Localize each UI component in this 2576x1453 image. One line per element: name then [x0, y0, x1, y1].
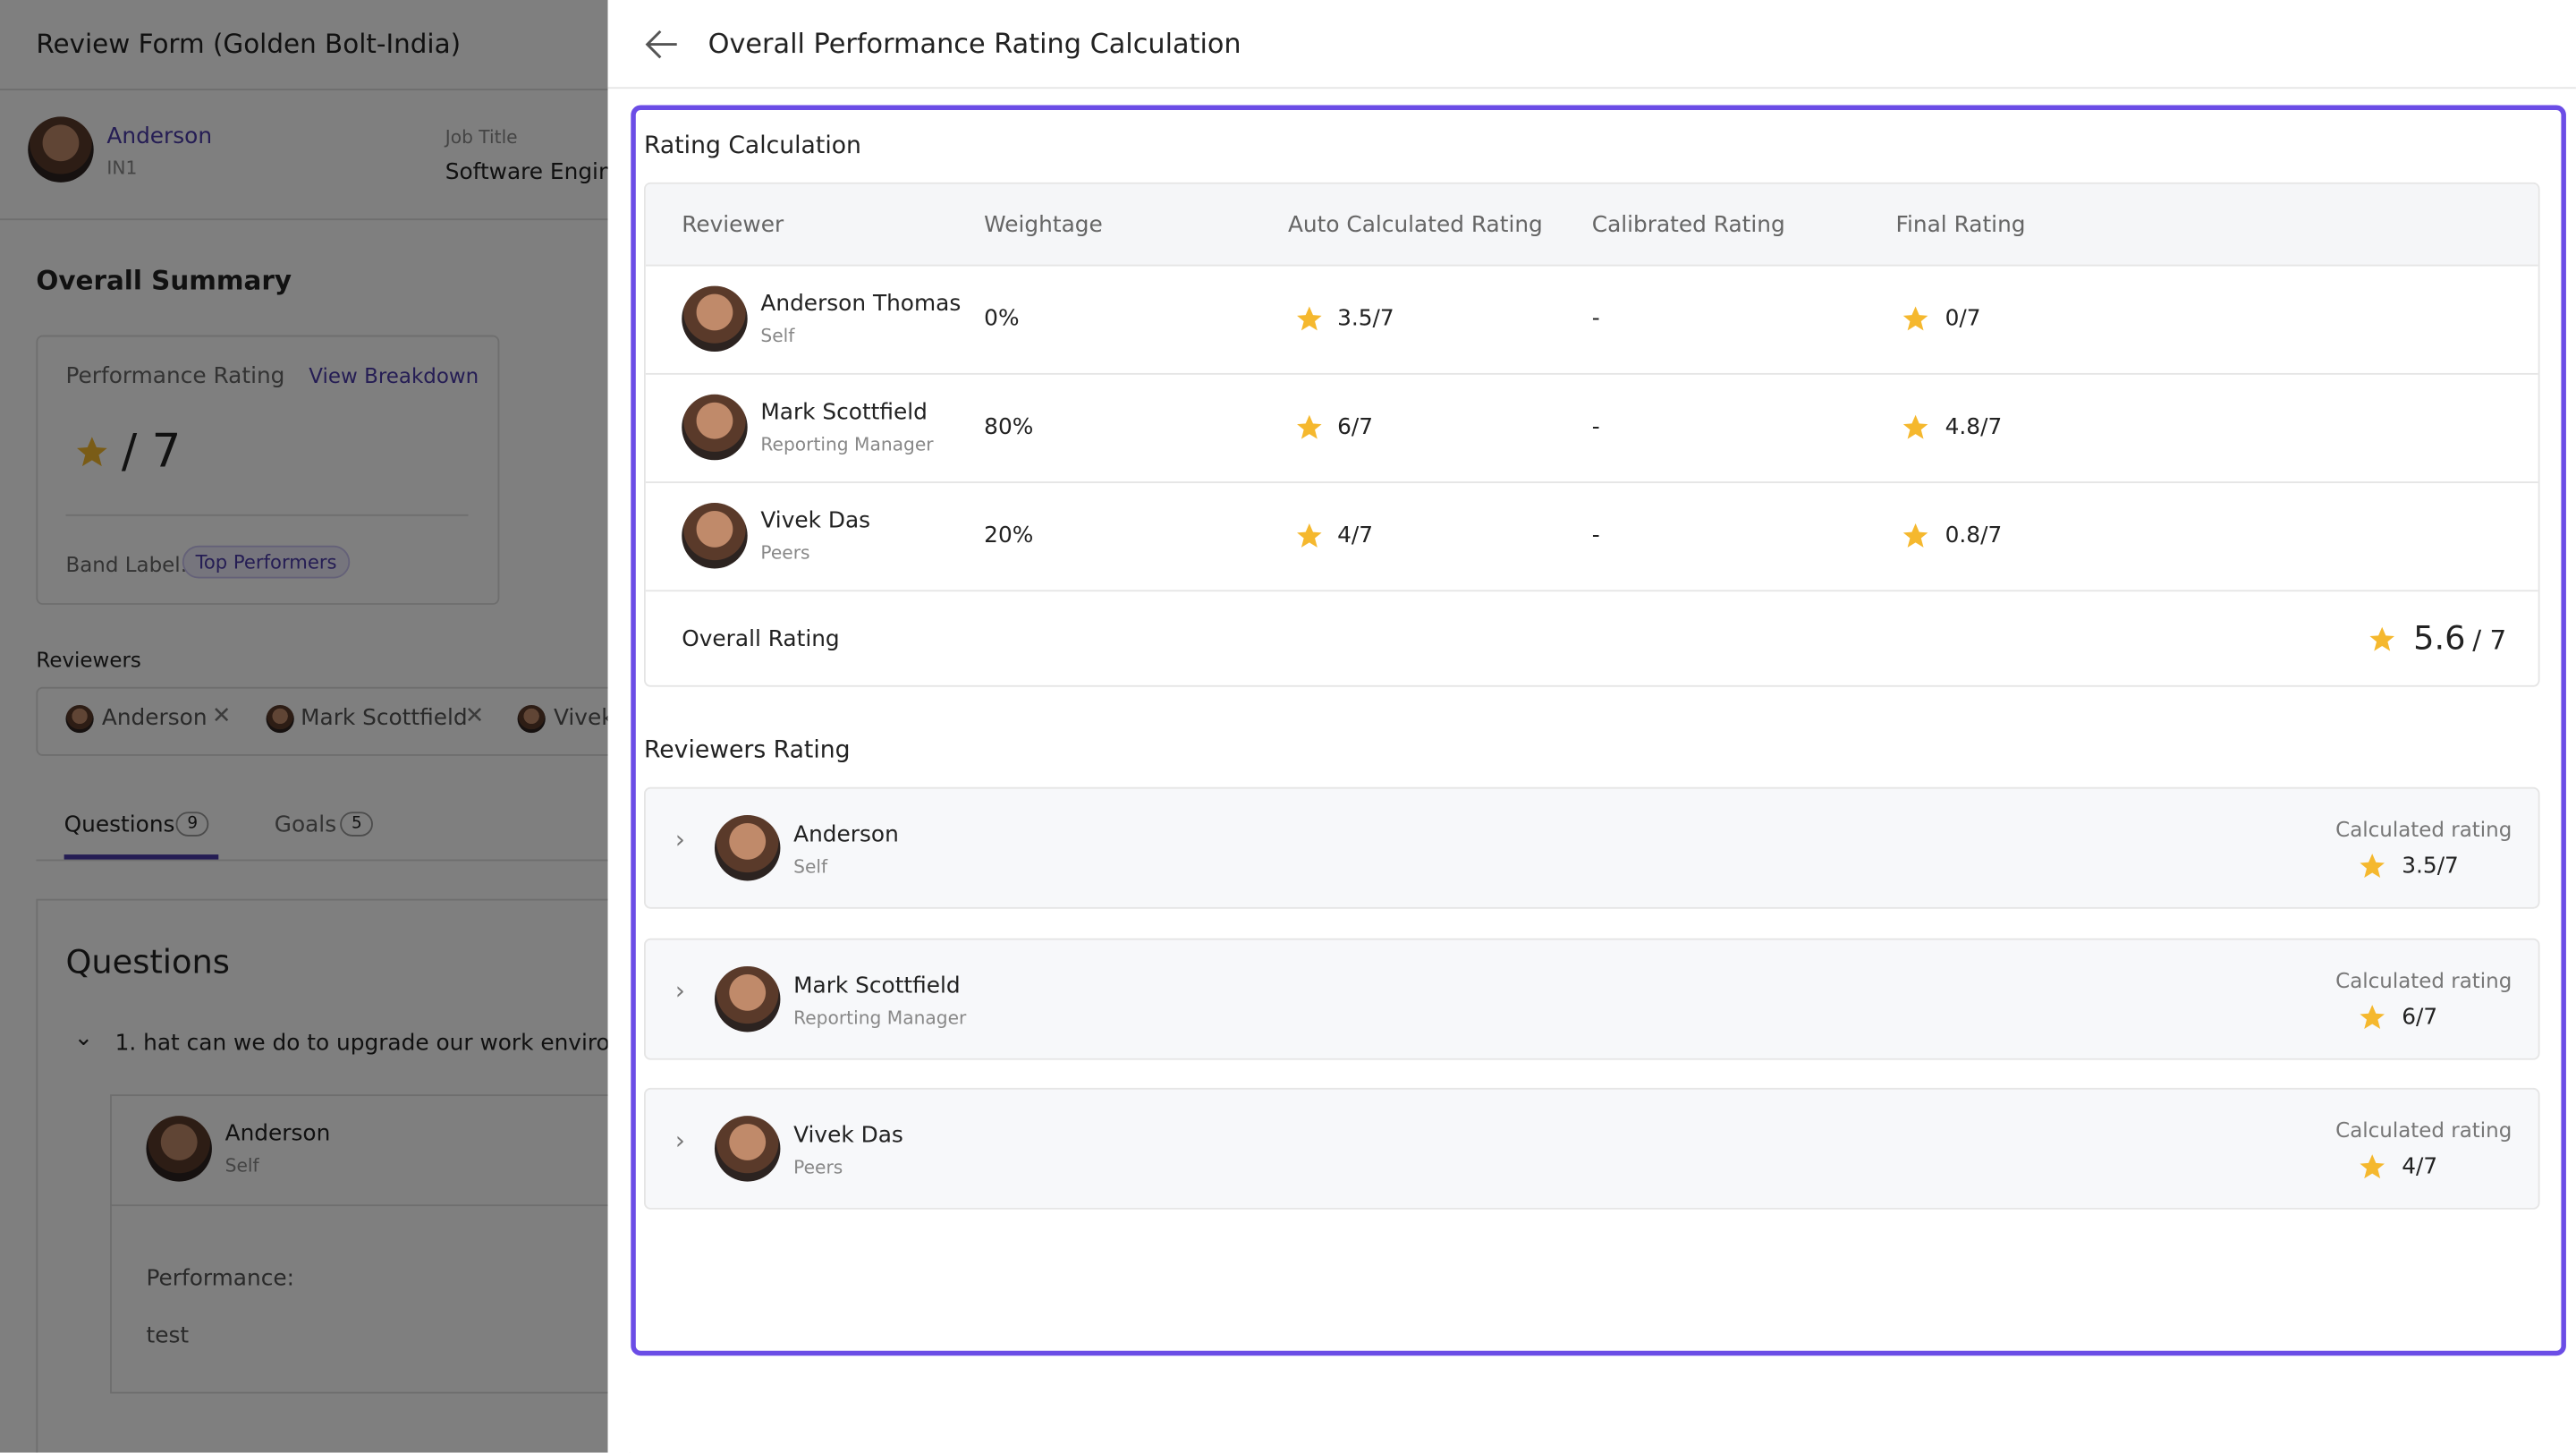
- weightage: 20%: [984, 523, 1034, 549]
- final-rating: 4.8/7: [1945, 413, 2003, 441]
- row-divider: [645, 372, 2538, 375]
- row-divider: [645, 590, 2538, 592]
- rating-label: Calculated rating: [2335, 816, 2512, 842]
- back-arrow[interactable]: [644, 28, 680, 61]
- star-icon: [1902, 306, 1928, 331]
- column-header: Weightage: [984, 211, 1103, 239]
- final-rating: 0.8/7: [1945, 523, 2003, 549]
- star-icon: [1297, 306, 1322, 331]
- rating-label: Calculated rating: [2335, 966, 2512, 992]
- reviewer-role: Peers: [760, 542, 810, 564]
- avatar: [714, 965, 781, 1032]
- weightage: 0%: [984, 305, 1020, 333]
- auto-rating: 4/7: [1337, 523, 1373, 549]
- overlay[interactable]: [0, 0, 608, 1453]
- star-icon: [1297, 414, 1322, 439]
- weightage: 80%: [984, 413, 1034, 441]
- reviewer-role: Reporting Manager: [793, 1006, 967, 1028]
- reviewers-title: Reviewers Rating: [643, 737, 851, 765]
- auto-rating: 6/7: [1337, 413, 1373, 441]
- drawer-title: Overall Performance Rating Calculation: [708, 28, 1241, 60]
- star-icon: [2360, 1004, 2385, 1029]
- column-header: Auto Calculated Rating: [1287, 211, 1543, 239]
- reviewer-card: › Anderson Self Calculated rating 3.5/7: [643, 786, 2540, 909]
- highlight-box: [631, 105, 2566, 1356]
- reviewer-name: Anderson Thomas: [760, 291, 962, 318]
- drawer: Overall Performance Rating Calculation R…: [607, 0, 2576, 1453]
- rating-label: Calculated rating: [2335, 1117, 2512, 1143]
- avatar: [714, 815, 781, 881]
- calculated-rating: 4/7: [2402, 1153, 2438, 1180]
- expand-chevron[interactable]: ›: [674, 825, 685, 855]
- avatar: [682, 285, 748, 353]
- avatar: [682, 503, 748, 569]
- calibrated-rating: -: [1591, 413, 1600, 441]
- expand-chevron[interactable]: ›: [674, 975, 685, 1006]
- reviewer-card: › Vivek Das Peers Calculated rating 4/7: [643, 1087, 2540, 1210]
- avatar: [714, 1116, 781, 1182]
- final-rating: 0/7: [1945, 305, 1981, 333]
- reviewer-name: Mark Scottfield: [793, 972, 961, 998]
- reviewer-role: Self: [760, 325, 795, 347]
- overall-max: / 7: [2472, 624, 2507, 656]
- calc-title: Rating Calculation: [643, 132, 861, 160]
- overall-label: Overall Rating: [682, 625, 840, 653]
- star-icon: [1902, 523, 1928, 548]
- star-icon: [2360, 1154, 2385, 1179]
- avatar: [682, 394, 748, 461]
- column-header: Reviewer: [682, 211, 784, 239]
- overall-value: 5.6: [2413, 617, 2466, 658]
- reviewer-role: Peers: [793, 1157, 843, 1178]
- reviewer-name: Mark Scottfield: [760, 399, 928, 426]
- star-icon: [1297, 523, 1322, 548]
- reviewer-role: Self: [793, 855, 828, 878]
- star-icon: [2369, 626, 2394, 651]
- column-header: Calibrated Rating: [1591, 211, 1785, 239]
- rating-table: Overall Rating 5.6 / 7 Reviewer Weightage…: [643, 182, 2540, 687]
- reviewer-name: Vivek Das: [760, 507, 871, 534]
- calibrated-rating: -: [1591, 305, 1600, 333]
- divider: [607, 87, 2576, 89]
- reviewer-name: Vivek Das: [793, 1122, 903, 1149]
- star-icon: [2360, 854, 2385, 879]
- auto-rating: 3.5/7: [1337, 305, 1394, 333]
- table-header: [645, 183, 2538, 267]
- calculated-rating: 3.5/7: [2402, 853, 2459, 879]
- calculated-rating: 6/7: [2402, 1003, 2438, 1030]
- reviewer-name: Anderson: [793, 821, 899, 848]
- expand-chevron[interactable]: ›: [674, 1126, 685, 1156]
- column-header: Final Rating: [1895, 211, 2026, 239]
- star-icon: [1902, 414, 1928, 439]
- calibrated-rating: -: [1591, 523, 1600, 549]
- row-divider: [645, 481, 2538, 483]
- reviewer-card: › Mark Scottfield Reporting Manager Calcula…: [643, 937, 2540, 1059]
- reviewer-role: Reporting Manager: [760, 433, 934, 455]
